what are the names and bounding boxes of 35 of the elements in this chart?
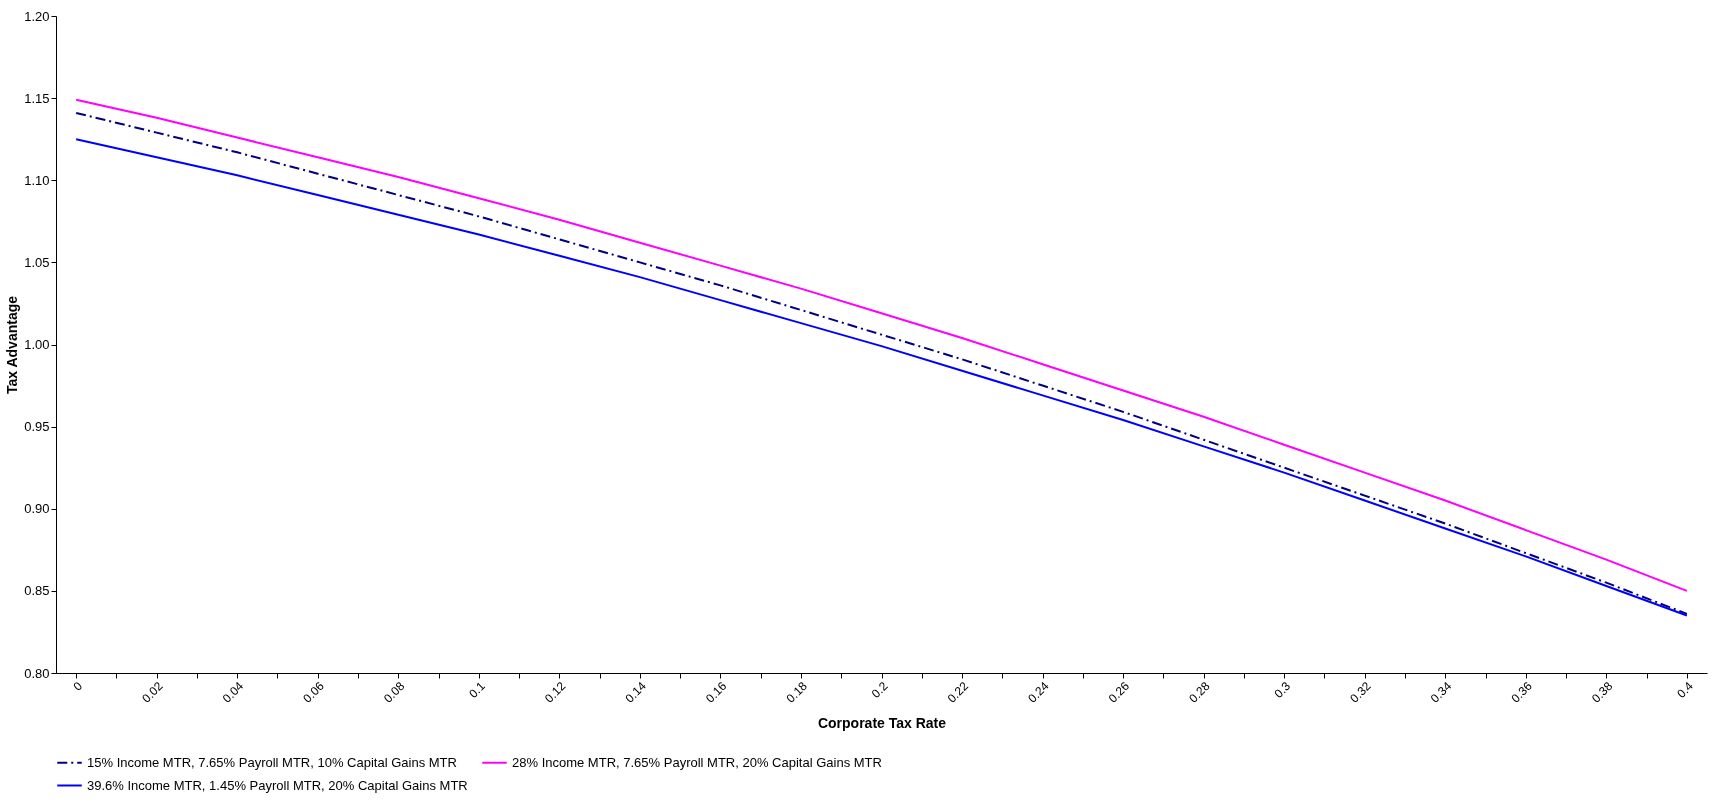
x-tick-label: 0.38 — [1588, 678, 1616, 706]
x-tick-label: 0.22 — [944, 678, 972, 706]
y-axis-title: Tax Advantage — [4, 295, 21, 395]
x-tick-label: 0.32 — [1347, 678, 1374, 706]
x-tick-label: 0.14 — [622, 678, 650, 706]
x-tick-label: 0.18 — [783, 678, 811, 706]
x-tick-label: 0.3 — [1271, 678, 1294, 701]
x-tick-label: 0.24 — [1025, 678, 1052, 706]
x-tick-label: 0.28 — [1186, 678, 1213, 706]
x-tick-label: 0 — [70, 678, 86, 694]
y-tick-label: 1.00 — [24, 337, 50, 352]
legend-label: 28% Income MTR, 7.65% Payroll MTR, 20% Capital Gains MTR — [512, 754, 882, 770]
x-tick-label: 0.34 — [1427, 678, 1455, 706]
y-tick-label: 0.95 — [24, 419, 50, 435]
x-tick-label: 0.26 — [1105, 678, 1133, 706]
y-tick-label: 1.15 — [24, 90, 50, 106]
x-tick-label: 0.36 — [1508, 678, 1536, 706]
x-tick-label: 0.04 — [219, 678, 247, 706]
x-tick-label: 0.06 — [300, 678, 327, 706]
x-tick-label: 0.2 — [868, 678, 891, 701]
x-tick-label: 0.08 — [380, 678, 408, 706]
x-axis-title: Corporate Tax Rate — [817, 714, 947, 731]
x-tick-label: 0.1 — [466, 678, 489, 701]
x-tick-label: 0.02 — [139, 678, 166, 706]
y-tick-label: 0.90 — [24, 501, 50, 517]
y-tick-label: 0.85 — [24, 583, 50, 599]
y-tick-label: 1.10 — [24, 172, 50, 188]
legend-label: 15% Income MTR, 7.65% Payroll MTR, 10% Capital Gains MTR — [87, 754, 457, 770]
x-tick-label: 0.16 — [703, 678, 730, 706]
y-tick-label: 0.80 — [24, 665, 50, 681]
y-tick-label: 1.05 — [24, 254, 50, 270]
legend-label: 39.6% Income MTR, 1.45% Payroll MTR, 20% Capital Gains MTR — [87, 777, 468, 793]
x-tick-label: 0.4 — [1674, 678, 1697, 701]
y-tick-label: 1.20 — [24, 8, 50, 24]
x-tick-label: 0.12 — [541, 678, 569, 706]
